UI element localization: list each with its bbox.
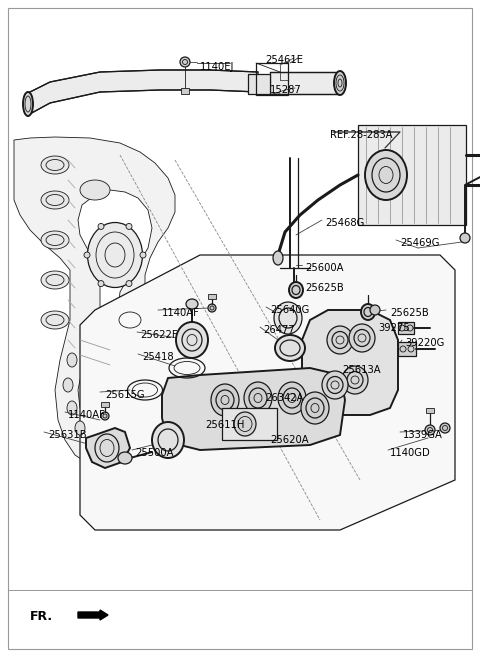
Ellipse shape [41, 191, 69, 209]
Bar [248, 74, 270, 94]
Ellipse shape [349, 324, 375, 352]
Ellipse shape [244, 382, 272, 414]
Circle shape [126, 223, 132, 229]
Bar [208, 294, 216, 299]
Circle shape [425, 425, 435, 435]
Polygon shape [28, 70, 258, 115]
Text: 1140EJ: 1140EJ [200, 62, 234, 72]
Bar [358, 125, 466, 225]
Text: 25613A: 25613A [342, 365, 381, 375]
Circle shape [208, 304, 216, 312]
Text: 25631B: 25631B [48, 430, 86, 440]
Circle shape [460, 233, 470, 243]
Ellipse shape [301, 392, 329, 424]
Ellipse shape [273, 251, 283, 265]
Ellipse shape [152, 422, 184, 458]
Ellipse shape [342, 366, 368, 394]
Ellipse shape [41, 311, 69, 329]
Polygon shape [162, 368, 345, 450]
Circle shape [98, 223, 104, 229]
Text: 25611H: 25611H [205, 420, 244, 430]
Ellipse shape [87, 223, 143, 288]
Ellipse shape [118, 452, 132, 464]
Text: 39275: 39275 [378, 323, 410, 333]
Ellipse shape [234, 412, 256, 436]
Text: 15287: 15287 [270, 85, 302, 95]
Bar [256, 63, 288, 95]
Polygon shape [270, 72, 340, 94]
Ellipse shape [278, 382, 306, 414]
Text: 25625B: 25625B [390, 308, 429, 318]
Ellipse shape [80, 180, 110, 200]
Text: 25500A: 25500A [135, 448, 173, 458]
Ellipse shape [75, 421, 85, 435]
Text: 1140GD: 1140GD [390, 448, 431, 458]
Text: 25600A: 25600A [305, 263, 344, 273]
Ellipse shape [365, 150, 407, 200]
Text: 1140AF: 1140AF [68, 410, 106, 420]
Ellipse shape [322, 371, 348, 399]
Circle shape [180, 57, 190, 67]
Polygon shape [86, 428, 130, 468]
Text: 25640G: 25640G [270, 305, 310, 315]
Ellipse shape [361, 304, 375, 320]
Bar [398, 322, 414, 334]
Ellipse shape [41, 156, 69, 174]
Text: 26477: 26477 [263, 325, 295, 335]
Bar [398, 342, 416, 356]
Ellipse shape [370, 305, 380, 315]
Bar [426, 408, 434, 413]
Text: 25625B: 25625B [305, 283, 344, 293]
Ellipse shape [63, 378, 73, 392]
Circle shape [126, 281, 132, 286]
Polygon shape [80, 255, 455, 530]
Circle shape [84, 252, 90, 258]
Circle shape [140, 252, 146, 258]
Polygon shape [302, 310, 398, 415]
Text: 25461E: 25461E [265, 55, 303, 65]
Text: 25615G: 25615G [105, 390, 144, 400]
Circle shape [440, 423, 450, 433]
Text: 1339GA: 1339GA [403, 430, 443, 440]
Circle shape [98, 281, 104, 286]
Text: 25469G: 25469G [400, 238, 440, 248]
Text: REF.28-283A: REF.28-283A [330, 130, 393, 140]
Text: 39220G: 39220G [405, 338, 444, 348]
Bar [181, 88, 189, 94]
Ellipse shape [176, 322, 208, 358]
Ellipse shape [289, 282, 303, 298]
Text: 25620A: 25620A [270, 435, 309, 445]
Circle shape [101, 412, 109, 420]
Ellipse shape [186, 299, 198, 309]
Ellipse shape [211, 384, 239, 416]
Bar [101, 402, 109, 407]
Polygon shape [14, 137, 175, 468]
Ellipse shape [41, 271, 69, 289]
FancyArrow shape [78, 610, 108, 620]
Bar [222, 408, 277, 440]
Text: 1140AF: 1140AF [162, 308, 200, 318]
Ellipse shape [23, 92, 33, 116]
Text: 26342A: 26342A [265, 393, 303, 403]
Ellipse shape [274, 302, 302, 334]
Text: FR.: FR. [30, 610, 53, 623]
Ellipse shape [67, 353, 77, 367]
Text: 25622F: 25622F [140, 330, 178, 340]
Ellipse shape [275, 335, 305, 361]
Text: 25418: 25418 [142, 352, 174, 362]
Ellipse shape [67, 401, 77, 415]
Ellipse shape [41, 231, 69, 249]
Ellipse shape [334, 71, 346, 95]
Ellipse shape [327, 326, 353, 354]
Text: 25468G: 25468G [325, 218, 364, 228]
